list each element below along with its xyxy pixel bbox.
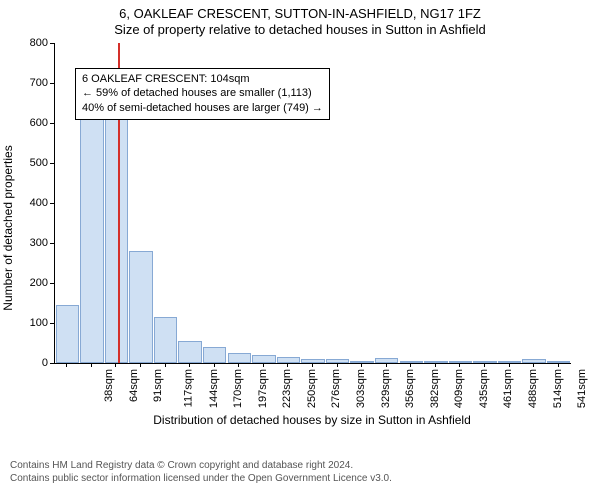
y-tick-label: 300 [30, 237, 54, 249]
x-tick [435, 363, 436, 367]
x-tick-label: 197sqm [257, 369, 269, 408]
x-tick-label: 382sqm [429, 369, 441, 408]
x-tick [140, 363, 141, 367]
x-tick [66, 363, 67, 367]
x-tick-label: 329sqm [380, 369, 392, 408]
x-tick-label: 117sqm [182, 369, 194, 407]
x-tick [165, 363, 166, 367]
x-tick [312, 363, 313, 367]
histogram-bar [129, 251, 152, 363]
x-tick-label: 223sqm [281, 369, 293, 408]
x-tick [91, 363, 92, 367]
x-tick-label: 356sqm [404, 369, 416, 408]
x-tick-label: 144sqm [208, 369, 220, 408]
histogram-bar [252, 355, 275, 363]
histogram-chart: Number of detached properties 6 OAKLEAF … [54, 43, 570, 413]
x-tick [386, 363, 387, 367]
x-tick [238, 363, 239, 367]
x-axis-label: Distribution of detached houses by size … [153, 413, 471, 427]
y-tick-label: 700 [30, 77, 54, 89]
callout-line: ← 59% of detached houses are smaller (1,… [82, 86, 323, 101]
plot-area: 6 OAKLEAF CRESCENT: 104sqm← 59% of detac… [54, 43, 571, 364]
x-tick [509, 363, 510, 367]
subtitle-line: Size of property relative to detached ho… [0, 22, 600, 38]
x-tick [459, 363, 460, 367]
x-tick [410, 363, 411, 367]
histogram-bar [178, 341, 201, 363]
x-tick [189, 363, 190, 367]
x-tick [558, 363, 559, 367]
address-line: 6, OAKLEAF CRESCENT, SUTTON-IN-ASHFIELD,… [0, 6, 600, 22]
x-tick [115, 363, 116, 367]
histogram-bar [105, 113, 128, 363]
y-tick-label: 400 [30, 197, 54, 209]
x-tick-label: 64sqm [128, 369, 140, 402]
x-tick [484, 363, 485, 367]
x-tick [361, 363, 362, 367]
x-tick-label: 514sqm [552, 369, 564, 408]
x-tick-label: 170sqm [232, 369, 244, 408]
x-tick-label: 541sqm [576, 369, 588, 408]
histogram-bar [56, 305, 79, 363]
x-tick-label: 250sqm [306, 369, 318, 408]
histogram-bar [228, 353, 251, 362]
footer-line-1: Contains HM Land Registry data © Crown c… [10, 459, 590, 472]
x-tick [214, 363, 215, 367]
x-tick-label: 488sqm [527, 369, 539, 408]
x-tick-label: 276sqm [331, 369, 343, 408]
x-tick [287, 363, 288, 367]
footer-line-2: Contains public sector information licen… [10, 472, 590, 485]
y-tick-label: 500 [30, 157, 54, 169]
x-tick [337, 363, 338, 367]
y-tick-label: 800 [30, 37, 54, 49]
x-tick-label: 91sqm [152, 369, 164, 402]
y-tick-label: 0 [42, 357, 54, 369]
y-tick-label: 600 [30, 117, 54, 129]
y-tick-label: 100 [30, 317, 54, 329]
x-tick-label: 435sqm [478, 369, 490, 408]
y-axis-label: Number of detached properties [1, 145, 15, 310]
histogram-bar [154, 317, 177, 363]
y-tick-label: 200 [30, 277, 54, 289]
histogram-bar [203, 347, 226, 363]
x-tick [533, 363, 534, 367]
x-tick-label: 38sqm [103, 369, 115, 402]
callout-line: 40% of semi-detached houses are larger (… [82, 101, 323, 116]
callout-line: 6 OAKLEAF CRESCENT: 104sqm [82, 72, 323, 87]
x-tick-label: 303sqm [355, 369, 367, 408]
x-tick-label: 409sqm [453, 369, 465, 408]
callout-box: 6 OAKLEAF CRESCENT: 104sqm← 59% of detac… [75, 68, 330, 121]
x-tick-label: 461sqm [503, 369, 515, 408]
histogram-bar [80, 109, 103, 363]
x-tick [263, 363, 264, 367]
